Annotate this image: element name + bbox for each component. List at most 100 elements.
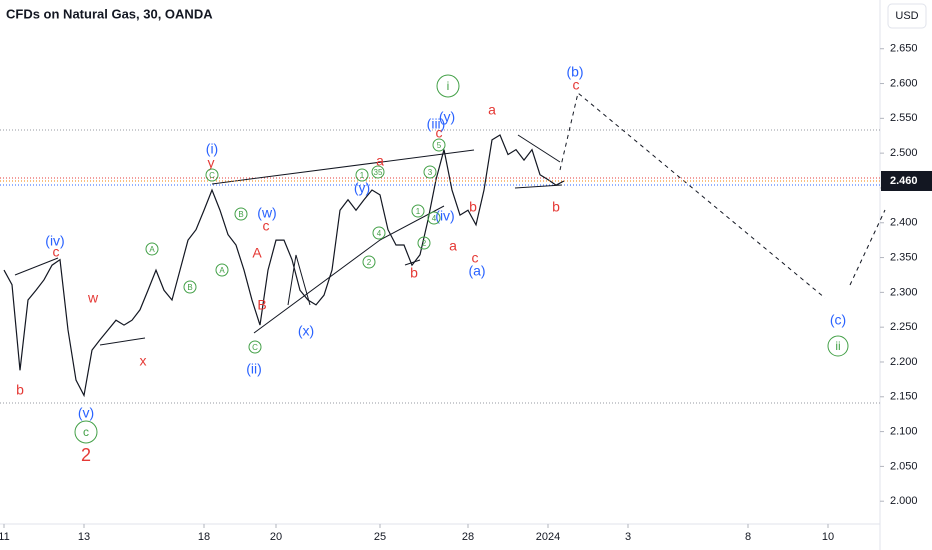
y-tick-label: 2.350 bbox=[890, 251, 918, 263]
x-tick-label: 20 bbox=[270, 531, 282, 543]
wave-circle bbox=[432, 138, 446, 152]
x-tick-label: 28 bbox=[462, 531, 474, 543]
x-tick-label: 3 bbox=[625, 531, 631, 543]
wave-label: 35 bbox=[374, 168, 383, 177]
wave-circle bbox=[372, 226, 386, 240]
wave-label: 1 bbox=[360, 171, 365, 180]
wave-label: b bbox=[469, 199, 477, 215]
y-tick-label: 2.100 bbox=[890, 425, 918, 437]
wave-label: (y) bbox=[354, 180, 370, 196]
wave-label: (iv) bbox=[435, 208, 454, 224]
wave-label: c bbox=[263, 218, 270, 234]
wave-label: (a) bbox=[468, 263, 485, 279]
y-tick-label: 2.250 bbox=[890, 321, 918, 333]
wave-circle bbox=[145, 242, 159, 256]
x-tick-label: 11 bbox=[0, 531, 10, 543]
wave-circle bbox=[417, 236, 431, 250]
y-tick-label: 2.500 bbox=[890, 147, 918, 159]
wave-circle bbox=[362, 255, 376, 269]
wave-label: a bbox=[488, 102, 496, 118]
wave-label: 1 bbox=[416, 207, 421, 216]
wave-label: (ii) bbox=[246, 361, 262, 377]
y-tick-label: 2.150 bbox=[890, 391, 918, 403]
wave-label: c bbox=[53, 244, 60, 260]
wave-circle bbox=[74, 420, 98, 444]
wave-label: (iii) bbox=[427, 116, 446, 132]
wave-label: i bbox=[447, 79, 450, 93]
price-tag bbox=[881, 170, 932, 191]
y-tick-label: 2.200 bbox=[890, 356, 918, 368]
x-tick-label: 13 bbox=[78, 531, 90, 543]
wave-circle bbox=[205, 168, 219, 182]
wave-circle bbox=[371, 165, 385, 179]
wave-label: B bbox=[187, 283, 192, 292]
trendline bbox=[404, 259, 421, 266]
wave-circle bbox=[427, 211, 441, 225]
wave-label: C bbox=[209, 171, 215, 180]
wave-circle bbox=[423, 165, 437, 179]
currency-button[interactable] bbox=[887, 3, 927, 29]
trendline bbox=[253, 205, 445, 334]
wave-label: a bbox=[449, 238, 457, 254]
price-tag-label: 2.460 bbox=[890, 175, 918, 187]
wave-label: 4 bbox=[432, 214, 437, 223]
wave-circle bbox=[215, 263, 229, 277]
currency-label[interactable]: USD bbox=[895, 10, 918, 22]
projection-line bbox=[849, 209, 886, 286]
chart-title: CFDs on Natural Gas, 30, OANDA bbox=[6, 6, 213, 21]
wave-label: 5 bbox=[437, 141, 442, 150]
wave-label: 2 bbox=[81, 445, 91, 465]
wave-label: ii bbox=[835, 339, 840, 353]
x-tick-label: 2024 bbox=[536, 531, 560, 543]
wave-label: x bbox=[140, 353, 147, 369]
wave-label: 2 bbox=[422, 239, 427, 248]
x-tick-label: 10 bbox=[822, 531, 834, 543]
wave-label: A bbox=[252, 245, 262, 261]
wave-circle bbox=[827, 335, 849, 357]
wave-label: 2 bbox=[367, 258, 372, 267]
y-tick-label: 2.400 bbox=[890, 217, 918, 229]
wave-label: (b) bbox=[566, 64, 583, 80]
wave-label: 3 bbox=[428, 168, 433, 177]
y-tick-label: 2.300 bbox=[890, 286, 918, 298]
price-line bbox=[3, 134, 565, 398]
wave-label: b bbox=[16, 382, 24, 398]
wave-label: (iv) bbox=[45, 233, 64, 249]
wave-circle bbox=[234, 207, 248, 221]
wave-circle bbox=[183, 280, 197, 294]
wave-label: c bbox=[573, 77, 580, 93]
projection bbox=[559, 92, 886, 299]
x-tick-label: 18 bbox=[198, 531, 210, 543]
wave-label: B bbox=[238, 210, 243, 219]
y-tick-label: 2.050 bbox=[890, 460, 918, 472]
x-tick-label: 8 bbox=[745, 531, 751, 543]
trendline bbox=[517, 134, 561, 163]
trendline bbox=[514, 184, 563, 189]
wave-circle bbox=[355, 168, 369, 182]
y-tick-label: 2.600 bbox=[890, 77, 918, 89]
wave-label: b bbox=[552, 199, 560, 215]
wave-label: B bbox=[257, 297, 266, 313]
wave-circle bbox=[411, 204, 425, 218]
wave-label: c bbox=[83, 425, 89, 439]
trendline bbox=[99, 337, 146, 346]
wave-label: C bbox=[252, 343, 258, 352]
wave-label: (v) bbox=[78, 405, 94, 421]
y-tick-label: 2.000 bbox=[890, 495, 918, 507]
wave-label: w bbox=[87, 290, 99, 306]
trendlines bbox=[14, 134, 563, 346]
wave-label: b bbox=[410, 265, 418, 281]
wave-label: a bbox=[376, 153, 384, 169]
trendline bbox=[287, 254, 311, 306]
wave-label: (c) bbox=[830, 312, 846, 328]
wave-circle bbox=[248, 340, 262, 354]
wave-circle bbox=[436, 74, 460, 98]
y-tick-label: 2.550 bbox=[890, 112, 918, 124]
wave-label: A bbox=[219, 266, 225, 275]
trendline bbox=[211, 149, 475, 185]
wave-label: A bbox=[149, 245, 155, 254]
wave-label: (x) bbox=[298, 323, 314, 339]
wave-label: (i) bbox=[206, 141, 218, 157]
wave-label: y bbox=[208, 155, 215, 171]
wave-label: c bbox=[436, 125, 443, 141]
